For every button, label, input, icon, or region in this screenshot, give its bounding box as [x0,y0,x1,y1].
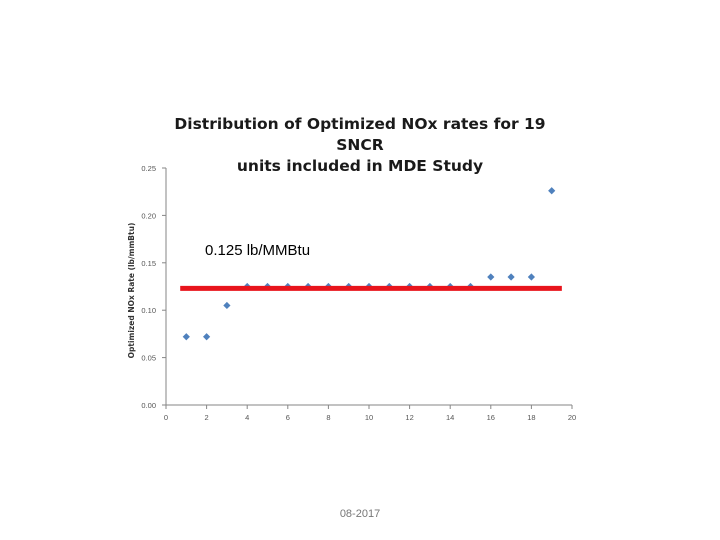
y-axis-label: Optimized NOx Rate (lb/mmBtu) [127,223,136,359]
x-tick-label: 4 [245,413,249,422]
y-tick-label: 0.05 [141,354,156,363]
data-point [223,301,231,310]
data-point [507,273,515,281]
y-tick-label: 0.25 [141,164,156,173]
x-tick-label: 12 [405,413,413,422]
x-tick-label: 10 [365,413,373,422]
x-tick-label: 2 [205,413,209,422]
y-tick-label: 0.00 [141,401,156,410]
chart-title-line-1: Distribution of Optimized NOx rates for … [174,115,546,154]
x-tick-label: 20 [568,413,576,422]
data-point [548,187,556,195]
x-tick-label: 0 [164,413,168,422]
data-point [182,333,190,341]
x-tick-label: 14 [446,413,454,422]
x-tick-label: 16 [487,413,495,422]
data-point [203,333,211,341]
x-tick-label: 6 [286,413,290,422]
chart-title-line-2: units included in MDE Study [236,157,484,175]
chart-title: Distribution of Optimized NOx rates for … [150,114,570,177]
y-tick-label: 0.10 [141,306,156,315]
reference-line-label: 0.125 lb/MMBtu [205,242,310,259]
x-tick-label: 18 [527,413,535,422]
x-tick-label: 8 [326,413,330,422]
y-tick-label: 0.15 [141,259,156,268]
footer-date: 08-2017 [339,508,381,520]
data-point [527,273,535,281]
y-tick-label: 0.20 [141,211,156,220]
data-point [487,273,495,281]
